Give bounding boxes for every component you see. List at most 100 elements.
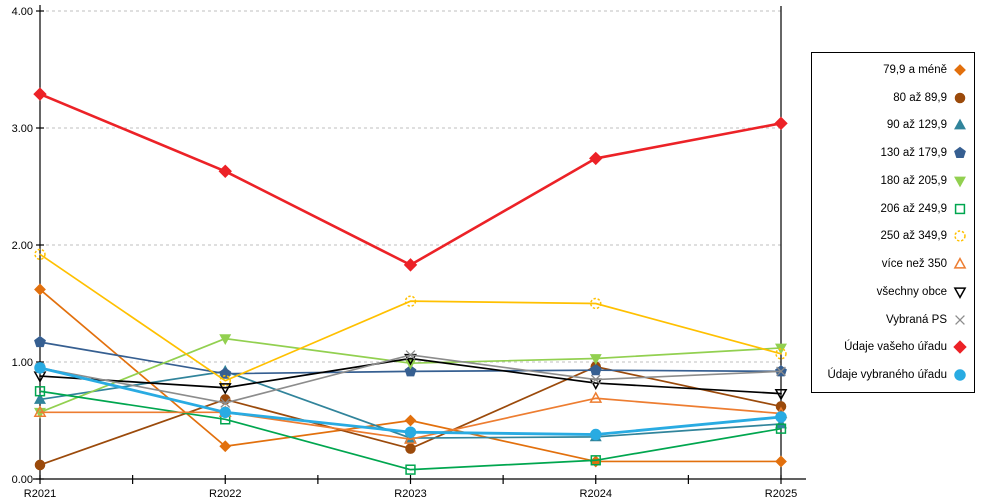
- legend-label: 90 až 129,9: [886, 119, 947, 132]
- legend-marker-triangle-up-icon: [953, 257, 967, 269]
- x-tick-label: R2022: [209, 488, 241, 500]
- data-point-marker-circle-dashed-icon: [219, 375, 231, 387]
- data-point-marker-diamond-icon: [954, 63, 966, 76]
- data-point-marker-diamond-icon: [34, 283, 46, 296]
- x-tick-label: R2025: [765, 488, 797, 500]
- legend-item: více než 350: [812, 256, 974, 272]
- legend-label: 250 až 349,9: [880, 230, 947, 243]
- legend-item: Údaje vašeho úřadu: [812, 339, 974, 355]
- data-point-marker-triangle-down-icon: [953, 287, 967, 299]
- legend-marker-circle-icon: [954, 369, 966, 381]
- legend-label: Vybraná PS: [886, 313, 947, 326]
- data-point-marker-x-icon: [405, 350, 416, 360]
- data-point-marker-diamond-icon: [775, 455, 787, 468]
- legend-label: Údaje vybraného úřadu: [827, 369, 947, 382]
- legend-item: 206 až 249,9: [812, 201, 974, 217]
- data-point-marker-triangle-up-icon: [34, 393, 46, 404]
- chart-legend: 79,9 a méně 80 až 89,9 90 až 129,9 130 až 1…: [811, 52, 975, 393]
- data-point-marker-circle-icon: [954, 92, 966, 103]
- legend-marker-diamond-icon: [953, 340, 967, 355]
- series-line: [39, 253, 782, 382]
- data-point-marker-pentagon-icon: [34, 335, 46, 348]
- data-point-marker-circle-icon: [34, 459, 46, 471]
- data-point-marker-diamond-icon: [403, 258, 418, 272]
- y-tick-label: 1.00: [12, 357, 33, 369]
- legend-marker-square-icon: [954, 203, 966, 214]
- data-point-marker-triangle-up-icon: [953, 257, 967, 269]
- data-point-marker-x-icon: [590, 374, 601, 385]
- y-tick-label: 3.00: [12, 123, 33, 135]
- series-line: [39, 357, 782, 395]
- data-point-marker-pentagon-icon: [954, 146, 966, 159]
- data-point-marker-circle-icon: [590, 428, 602, 441]
- legend-item: všechny obce: [812, 284, 974, 300]
- data-point-marker-pentagon-icon: [404, 365, 417, 377]
- legend-label: více než 350: [881, 258, 947, 271]
- series-line: [38, 92, 783, 267]
- data-point-marker-triangle-up-icon: [589, 391, 603, 403]
- data-point-marker-circle-dashed-icon: [954, 230, 966, 243]
- data-point-marker-circle-icon: [404, 426, 417, 438]
- y-tick-label: 4.00: [12, 6, 33, 18]
- legend-item: 180 až 205,9: [812, 173, 974, 189]
- legend-label: všechny obce: [876, 285, 947, 298]
- legend-label: 206 až 249,9: [880, 202, 947, 215]
- x-tick-label: R2023: [394, 488, 426, 500]
- legend-marker-pentagon-icon: [954, 146, 966, 159]
- legend-label: 130 až 179,9: [880, 147, 947, 160]
- x-tick-label: R2021: [24, 488, 56, 500]
- data-point-marker-circle-icon: [219, 406, 231, 419]
- data-point-marker-x-icon: [220, 398, 231, 408]
- legend-marker-x-icon: [955, 314, 965, 325]
- legend-item: 250 až 349,9: [812, 228, 974, 244]
- legend-item: 130 až 179,9: [812, 145, 974, 161]
- data-point-marker-diamond-icon: [404, 414, 417, 427]
- legend-item: Vybraná PS: [812, 312, 974, 328]
- data-point-marker-triangle-down-icon: [954, 176, 966, 188]
- data-point-marker-circle-dashed-icon: [404, 295, 417, 307]
- legend-marker-triangle-up-icon: [954, 118, 966, 130]
- y-tick-label: 2.00: [12, 240, 33, 252]
- legend-label: Údaje vašeho úřadu: [844, 341, 947, 354]
- data-point-marker-square-icon: [405, 464, 416, 475]
- data-point-marker-circle-dashed-icon: [34, 248, 46, 261]
- data-point-marker-x-icon: [776, 366, 786, 377]
- data-point-marker-diamond-icon: [589, 151, 603, 166]
- y-tick-label: 0.00: [12, 474, 33, 486]
- data-point-marker-square-icon: [590, 455, 601, 466]
- legend-label: 180 až 205,9: [880, 174, 947, 187]
- data-point-marker-triangle-down-icon: [218, 383, 232, 395]
- data-point-marker-triangle-up-icon: [954, 118, 966, 130]
- legend-label: 80 až 89,9: [893, 91, 947, 104]
- data-point-marker-triangle-down-icon: [219, 334, 232, 346]
- data-point-marker-triangle-up-icon: [404, 432, 417, 444]
- legend-item: 80 až 89,9: [812, 90, 974, 106]
- data-point-marker-triangle-up-icon: [33, 405, 47, 417]
- data-point-marker-circle-icon: [954, 369, 966, 381]
- legend-marker-circle-icon: [954, 92, 966, 103]
- data-point-marker-triangle-down-icon: [589, 354, 602, 365]
- series-line: [39, 390, 782, 471]
- data-point-marker-circle-icon: [405, 443, 416, 454]
- data-point-marker-circle-icon: [775, 401, 787, 412]
- data-point-marker-diamond-icon: [33, 87, 47, 101]
- legend-label: 79,9 a méně: [883, 63, 947, 76]
- data-point-marker-x-icon: [955, 314, 965, 325]
- data-point-marker-square-icon: [954, 203, 966, 214]
- data-point-marker-circle-dashed-icon: [775, 348, 787, 360]
- x-tick-label: R2024: [580, 488, 612, 500]
- legend-marker-triangle-down-icon: [953, 287, 967, 299]
- data-point-marker-diamond-icon: [774, 116, 788, 131]
- data-point-marker-square-icon: [775, 423, 787, 434]
- legend-item: 79,9 a méně: [812, 62, 974, 78]
- data-point-marker-pentagon-icon: [589, 363, 602, 376]
- legend-marker-triangle-down-icon: [954, 176, 966, 188]
- data-point-marker-diamond-icon: [219, 440, 232, 453]
- legend-marker-circle-dashed-icon: [954, 230, 966, 243]
- data-point-marker-diamond-icon: [218, 164, 232, 178]
- legend-item: Údaje vybraného úřadu: [812, 367, 974, 383]
- data-point-marker-circle-icon: [775, 411, 787, 423]
- data-point-marker-triangle-down-icon: [774, 388, 788, 401]
